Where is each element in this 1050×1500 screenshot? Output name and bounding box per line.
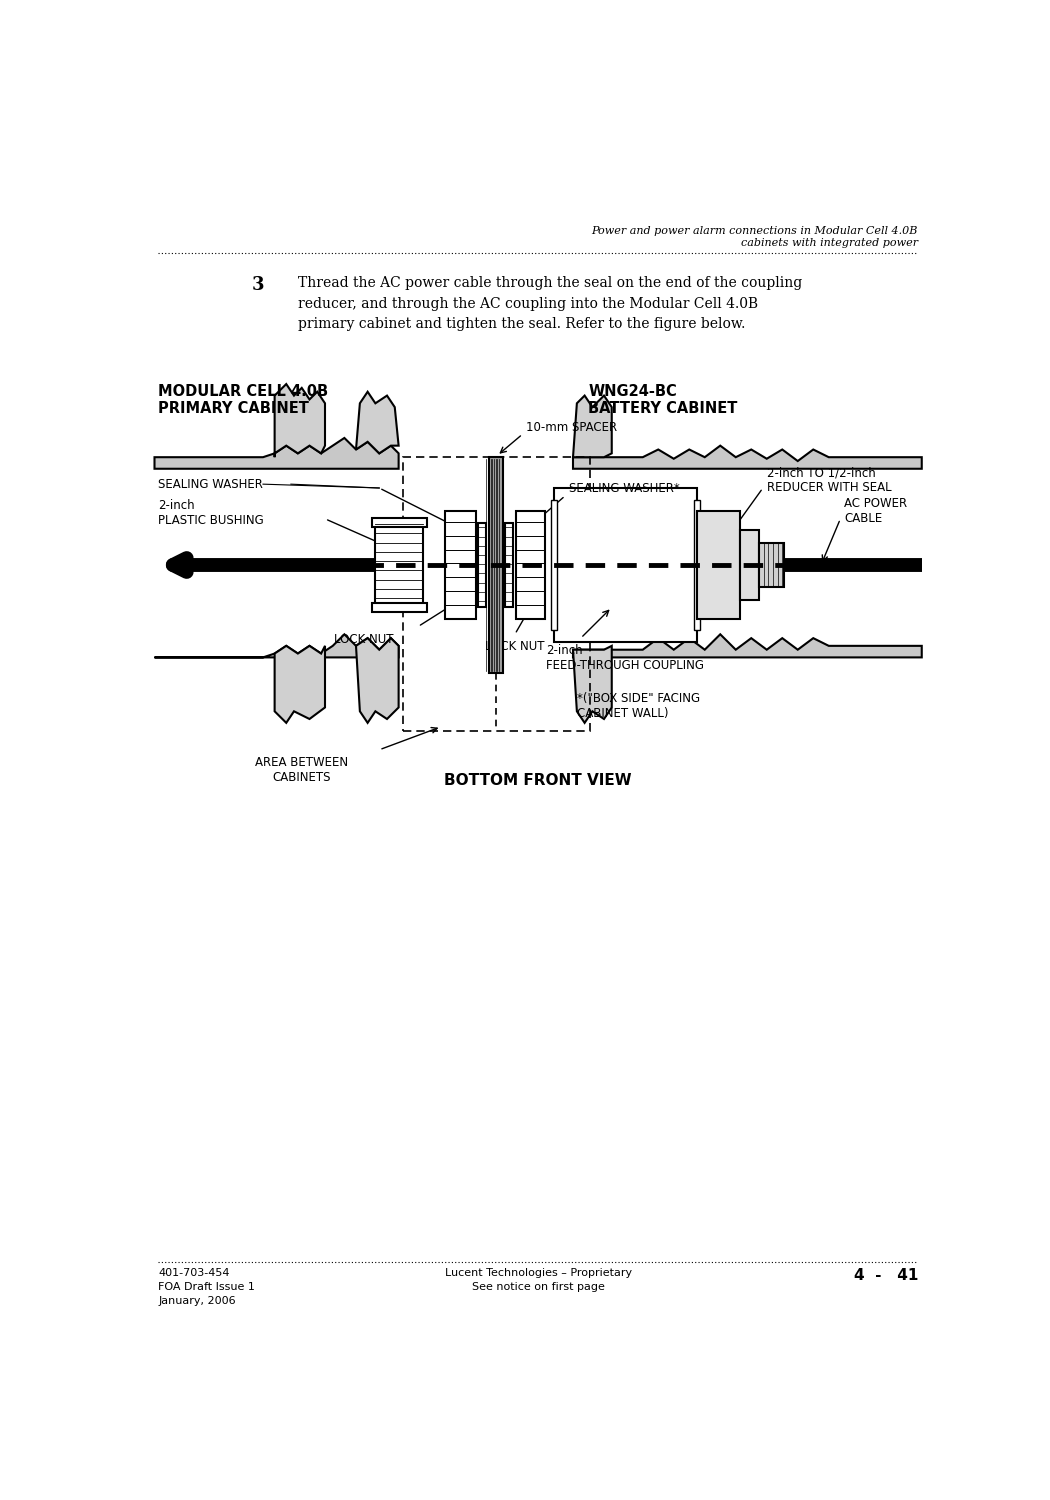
Text: 4  -   41: 4 - 41 [854, 1268, 918, 1282]
Text: Lucent Technologies – Proprietary
See notice on first page: Lucent Technologies – Proprietary See no… [444, 1268, 632, 1292]
Bar [372, 518, 427, 528]
Text: LOCK NUT: LOCK NUT [485, 640, 545, 654]
Text: AREA BETWEEN
CABINETS: AREA BETWEEN CABINETS [255, 756, 349, 784]
Text: 2-inch
FEED-THROUGH COUPLING: 2-inch FEED-THROUGH COUPLING [546, 645, 704, 672]
Bar [505, 522, 512, 608]
Bar [489, 458, 503, 674]
Polygon shape [356, 392, 399, 453]
Text: 401-703-454
FOA Draft Issue 1
January, 2006: 401-703-454 FOA Draft Issue 1 January, 2… [159, 1268, 255, 1306]
Text: 2-inch
PLASTIC BUSHING: 2-inch PLASTIC BUSHING [159, 498, 265, 526]
Bar [553, 488, 697, 642]
Bar [479, 522, 486, 608]
Text: 2-inch TO 1/2-inch
REDUCER WITH SEAL: 2-inch TO 1/2-inch REDUCER WITH SEAL [766, 466, 891, 495]
Polygon shape [154, 634, 399, 657]
Text: AC POWER
CABLE: AC POWER CABLE [844, 496, 907, 525]
Text: SEALING WASHER: SEALING WASHER [159, 477, 264, 490]
Polygon shape [573, 446, 922, 468]
Bar [516, 512, 545, 620]
Text: LOCK NUT: LOCK NUT [334, 633, 394, 646]
Bar [372, 603, 427, 612]
Text: Thread the AC power cable through the seal on the end of the coupling
reducer, a: Thread the AC power cable through the se… [298, 276, 802, 332]
Polygon shape [275, 646, 326, 723]
Text: BOTTOM FRONT VIEW: BOTTOM FRONT VIEW [444, 772, 632, 788]
Polygon shape [154, 438, 399, 468]
Text: 10-mm SPACER: 10-mm SPACER [526, 422, 617, 435]
Text: MODULAR CELL 4.0B
PRIMARY CABINET: MODULAR CELL 4.0B PRIMARY CABINET [159, 384, 329, 417]
Polygon shape [573, 396, 612, 458]
Text: Power and power alarm connections in Modular Cell 4.0B
cabinets with integrated : Power and power alarm connections in Mod… [591, 226, 918, 248]
Text: SEALING WASHER*: SEALING WASHER* [569, 482, 680, 495]
Bar [739, 531, 759, 600]
Text: *("BOX SIDE" FACING
CABINET WALL): *("BOX SIDE" FACING CABINET WALL) [576, 692, 700, 720]
Bar [697, 512, 739, 620]
Bar [694, 500, 700, 630]
Polygon shape [275, 384, 326, 458]
Bar [445, 512, 476, 620]
Polygon shape [356, 638, 399, 723]
Bar [759, 543, 783, 586]
Text: 3: 3 [251, 276, 264, 294]
Bar [550, 500, 556, 630]
Polygon shape [573, 646, 612, 723]
Polygon shape [573, 634, 922, 657]
Text: WNG24-BC
BATTERY CABINET: WNG24-BC BATTERY CABINET [588, 384, 738, 417]
Bar [376, 522, 423, 608]
